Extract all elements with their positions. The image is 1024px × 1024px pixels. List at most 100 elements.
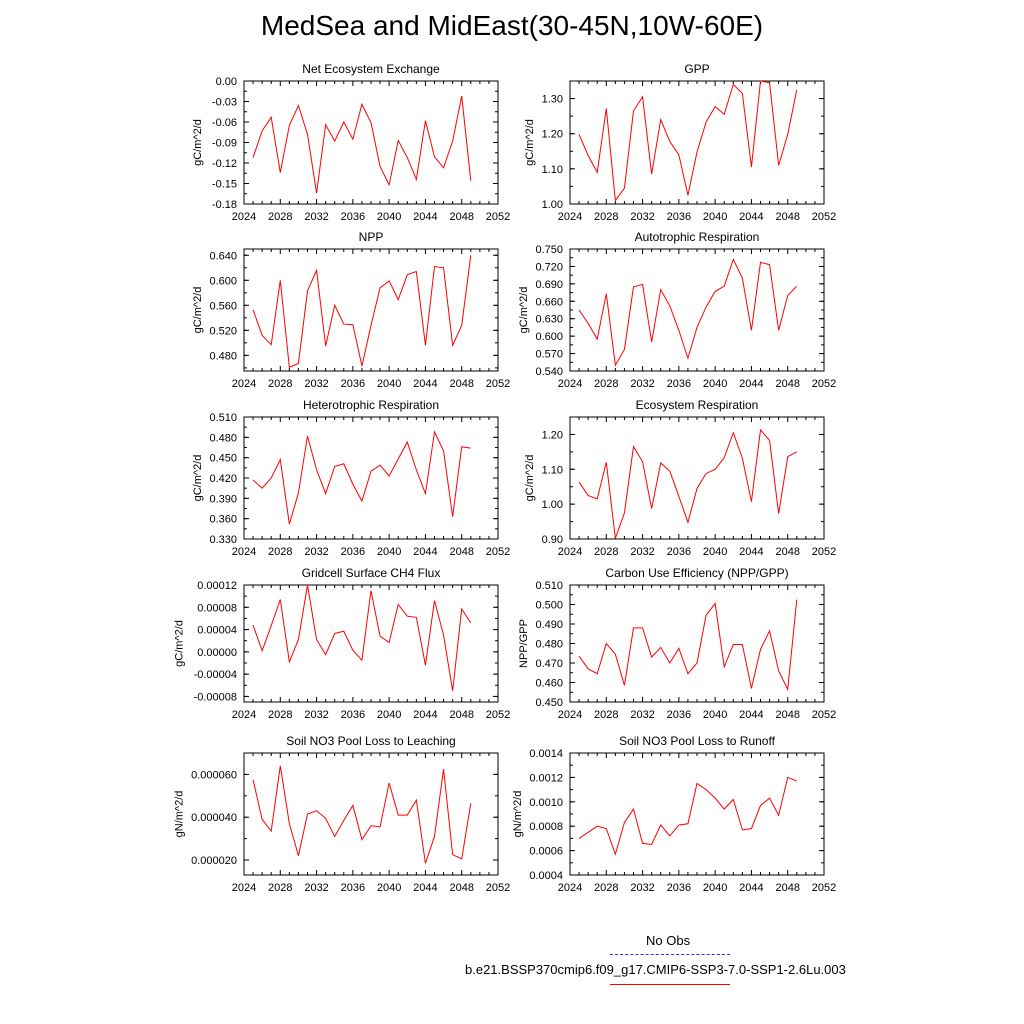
panel-title: Soil NO3 Pool Loss to Runoff — [619, 734, 776, 748]
x-tick-label: 2040 — [377, 709, 401, 721]
x-tick-label: 2028 — [594, 211, 618, 223]
x-tick-label: 2032 — [630, 211, 654, 223]
y-tick-label: 0.660 — [535, 296, 563, 308]
y-tick-label: 0.510 — [209, 412, 237, 424]
y-tick-label: 0.450 — [209, 453, 237, 465]
panel-title: GPP — [684, 62, 709, 76]
y-tick-label: -0.15 — [212, 179, 237, 191]
plot-frame — [569, 752, 825, 876]
x-tick-label: 2044 — [739, 882, 763, 894]
x-tick-label: 2024 — [232, 709, 256, 721]
x-tick-label: 2052 — [812, 546, 836, 558]
panel-5: Heterotrophic Respiration 2024 2028 2032 203… — [192, 398, 510, 558]
y-tick-label: 0.720 — [535, 261, 563, 273]
y-tick-label: -0.09 — [212, 138, 237, 150]
y-axis-label: NPP/GPP — [518, 619, 530, 668]
x-tick-label: 2048 — [775, 211, 799, 223]
y-tick-label: 0.390 — [209, 493, 237, 505]
y-tick-label: 0.0004 — [529, 870, 563, 882]
x-tick-label: 2028 — [594, 378, 618, 390]
y-tick-label: 0.470 — [535, 658, 563, 670]
panel-title: Autotrophic Respiration — [635, 230, 760, 244]
x-tick-label: 2040 — [703, 709, 727, 721]
x-tick-label: 2024 — [558, 211, 582, 223]
y-tick-label: 0.690 — [535, 279, 563, 291]
y-axis-label: gC/m^2/d — [524, 455, 536, 502]
panel-title: Ecosystem Respiration — [636, 398, 759, 412]
x-tick-label: 2048 — [449, 378, 473, 390]
x-tick-label: 2044 — [413, 378, 437, 390]
x-tick-label: 2048 — [449, 546, 473, 558]
y-tick-label: 0.480 — [209, 350, 237, 362]
x-tick-label: 2052 — [486, 882, 510, 894]
x-tick-label: 2028 — [268, 882, 292, 894]
x-tick-label: 2032 — [304, 709, 328, 721]
y-tick-label: 0.500 — [535, 600, 563, 612]
x-tick-label: 2048 — [775, 709, 799, 721]
y-tick-label: 0.490 — [535, 619, 563, 631]
series-line — [252, 255, 472, 368]
series-line — [578, 776, 797, 856]
x-tick-label: 2052 — [812, 211, 836, 223]
x-tick-label: 2024 — [232, 211, 256, 223]
x-tick-label: 2036 — [667, 378, 691, 390]
x-tick-label: 2048 — [449, 211, 473, 223]
x-tick-label: 2048 — [775, 546, 799, 558]
y-tick-label: 1.20 — [542, 429, 563, 441]
x-tick-label: 2040 — [377, 882, 401, 894]
x-tick-label: 2044 — [739, 546, 763, 558]
y-tick-label: 0.00012 — [197, 580, 237, 592]
x-tick-label: 2032 — [304, 882, 328, 894]
x-tick-label: 2052 — [486, 709, 510, 721]
x-tick-label: 2044 — [739, 709, 763, 721]
y-tick-label: 1.10 — [542, 464, 563, 476]
x-tick-label: 2040 — [703, 378, 727, 390]
y-tick-label: 0.0008 — [529, 821, 563, 833]
plot-frame — [569, 80, 825, 205]
y-tick-label: 1.30 — [542, 94, 563, 106]
y-tick-label: -0.00004 — [194, 669, 237, 681]
y-tick-label: 0.90 — [542, 534, 563, 546]
y-tick-label: -0.18 — [212, 199, 237, 211]
x-tick-label: 2040 — [377, 378, 401, 390]
panel-title: Carbon Use Efficiency (NPP/GPP) — [605, 566, 788, 580]
panel-1: Net Ecosystem Exchange 2024 2028 2032 2036 20… — [192, 62, 510, 223]
y-tick-label: 0.0012 — [529, 772, 563, 784]
y-axis-label: gC/m^2/d — [192, 455, 204, 502]
x-tick-label: 2036 — [341, 546, 365, 558]
x-tick-label: 2036 — [667, 211, 691, 223]
x-tick-label: 2028 — [268, 709, 292, 721]
y-axis-label: gN/m^2/d — [512, 791, 524, 838]
y-tick-label: 1.00 — [542, 199, 563, 211]
y-tick-label: 0.000040 — [191, 812, 237, 824]
y-tick-label: 0.600 — [209, 275, 237, 287]
y-tick-label: 0.510 — [535, 580, 563, 592]
x-tick-label: 2032 — [304, 211, 328, 223]
series-line — [252, 584, 472, 691]
panel-6: Ecosystem Respiration 2024 2028 2032 2036 204… — [524, 398, 836, 558]
panel-4: Autotrophic Respiration 2024 2028 2032 2036 2… — [518, 230, 836, 390]
x-tick-label: 2036 — [341, 709, 365, 721]
x-tick-label: 2036 — [667, 882, 691, 894]
x-tick-label: 2028 — [594, 546, 618, 558]
x-tick-label: 2048 — [449, 709, 473, 721]
panel-title: Soil NO3 Pool Loss to Leaching — [286, 734, 455, 748]
y-tick-label: 0.560 — [209, 300, 237, 312]
x-tick-label: 2036 — [341, 882, 365, 894]
x-tick-label: 2024 — [558, 378, 582, 390]
plot-frame — [569, 584, 825, 703]
y-tick-label: 0.000060 — [191, 769, 237, 781]
x-tick-label: 2032 — [630, 546, 654, 558]
y-axis-label: gN/m^2/d — [173, 791, 185, 838]
x-tick-label: 2044 — [739, 211, 763, 223]
x-tick-label: 2036 — [341, 378, 365, 390]
x-tick-label: 2036 — [667, 709, 691, 721]
x-tick-label: 2040 — [703, 211, 727, 223]
figure-title: MedSea and MidEast(30-45N,10W-60E) — [260, 10, 764, 41]
x-tick-label: 2044 — [739, 378, 763, 390]
y-tick-label: -0.06 — [212, 117, 237, 129]
y-tick-label: 0.0014 — [529, 748, 563, 760]
panel-3: NPP 2024 2028 2032 2036 2040 2044 2048 2052 0.480… — [192, 230, 510, 390]
y-tick-label: -0.12 — [212, 158, 237, 170]
y-tick-label: 1.10 — [542, 164, 563, 176]
